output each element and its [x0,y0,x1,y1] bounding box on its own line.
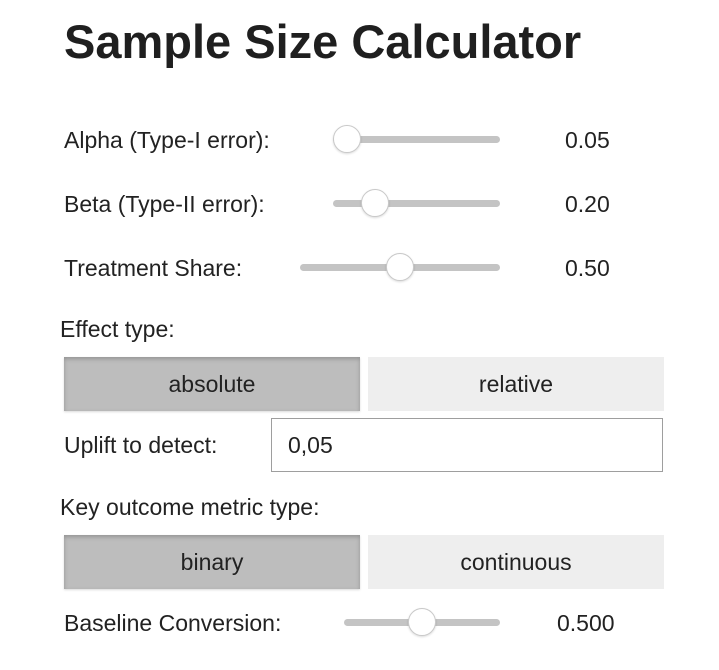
treatment-share-slider[interactable] [300,253,500,281]
alpha-label: Alpha (Type-I error): [64,127,270,153]
uplift-label: Uplift to detect: [64,432,218,458]
beta-value: 0.20 [565,191,610,217]
effect-type-label: Effect type: [60,316,175,342]
beta-slider-track [333,200,500,207]
treatment-share-slider-thumb[interactable] [386,253,414,281]
uplift-input[interactable] [271,418,663,472]
beta-label: Beta (Type-II error): [64,191,265,217]
page-title: Sample Size Calculator [64,15,582,68]
baseline-value: 0.500 [557,610,615,636]
metric-type-continuous-button[interactable]: continuous [368,535,664,589]
alpha-slider[interactable] [333,125,500,153]
baseline-slider-thumb[interactable] [408,608,436,636]
alpha-value: 0.05 [565,127,610,153]
baseline-label: Baseline Conversion: [64,610,282,636]
effect-type-absolute-button[interactable]: absolute [64,357,360,411]
alpha-slider-thumb[interactable] [333,125,361,153]
metric-type-binary-button[interactable]: binary [64,535,360,589]
treatment-share-label: Treatment Share: [64,255,243,281]
effect-type-relative-button[interactable]: relative [368,357,664,411]
metric-type-label: Key outcome metric type: [60,494,320,520]
beta-slider[interactable] [333,189,500,217]
beta-slider-thumb[interactable] [360,189,389,217]
baseline-slider[interactable] [344,608,500,636]
alpha-slider-track [333,136,500,143]
treatment-share-value: 0.50 [565,255,610,281]
